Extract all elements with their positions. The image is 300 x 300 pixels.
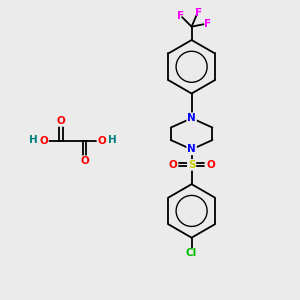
Text: O: O [80,156,89,166]
Text: O: O [206,160,215,170]
Text: H: H [28,135,37,145]
Text: F: F [177,11,184,21]
Text: H: H [108,135,117,145]
Text: F: F [195,8,202,18]
Text: Cl: Cl [186,248,197,258]
Text: N: N [187,144,196,154]
Text: N: N [187,113,196,123]
Text: O: O [40,136,48,146]
Text: S: S [188,160,195,170]
Text: O: O [168,160,177,170]
Text: O: O [97,136,106,146]
Text: F: F [203,19,211,29]
Text: O: O [56,116,65,126]
